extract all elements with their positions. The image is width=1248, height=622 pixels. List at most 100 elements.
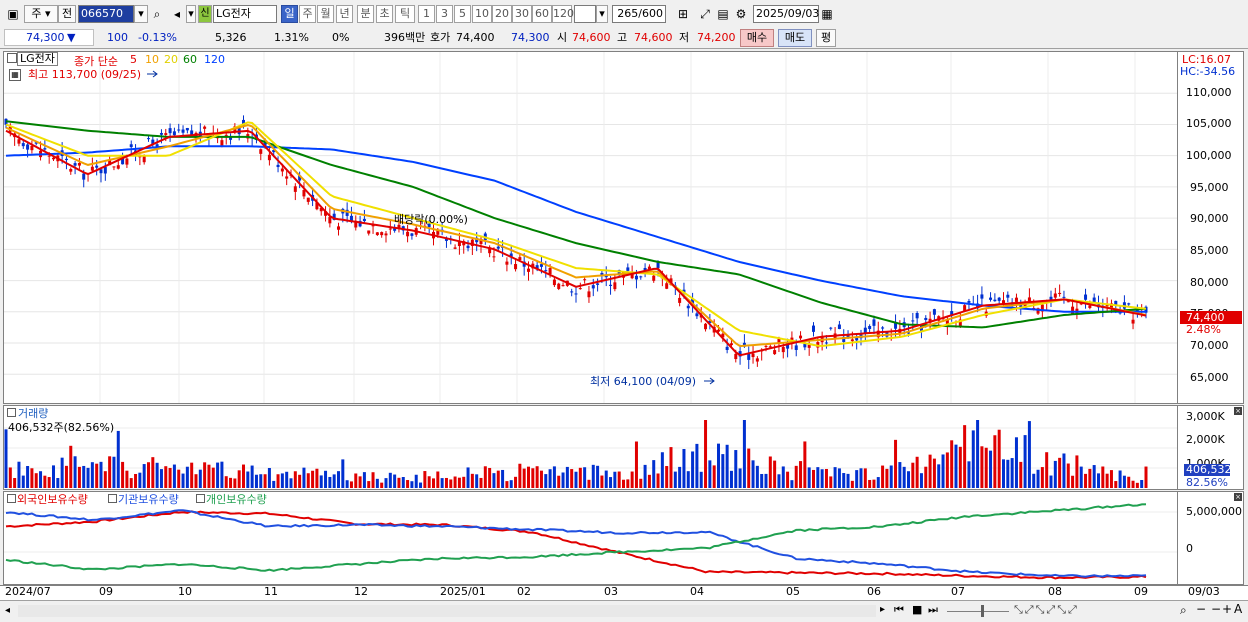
text-size-icon[interactable]: A xyxy=(1234,602,1243,616)
candle-body xyxy=(781,346,785,353)
plus-icon[interactable]: + xyxy=(1222,602,1233,616)
legend-stock-name[interactable]: LG전자 xyxy=(17,52,58,66)
volume-bar xyxy=(341,459,345,488)
candle-body xyxy=(332,213,336,220)
custom-period-input[interactable] xyxy=(574,5,596,23)
candle-body xyxy=(43,148,47,150)
scroll-track[interactable] xyxy=(18,605,876,617)
period-year[interactable]: 년 xyxy=(336,5,353,23)
high-note: 최고 113,700 (09/25) xyxy=(28,68,142,81)
candle-body xyxy=(492,256,496,258)
sell-button[interactable]: 매도 xyxy=(778,29,812,47)
buy-button[interactable]: 매수 xyxy=(740,29,774,47)
num-1[interactable]: 1 xyxy=(418,5,435,23)
candle-body xyxy=(90,166,94,171)
period-second[interactable]: 초 xyxy=(376,5,393,23)
volume-bar xyxy=(725,444,729,488)
volume-bar xyxy=(626,479,630,488)
volume-bar xyxy=(1006,459,1010,488)
volume-bar xyxy=(1131,480,1135,488)
gear-icon[interactable]: ⚙ xyxy=(735,7,747,21)
vol-tick-3000k: 3,000K xyxy=(1186,410,1225,423)
num-60[interactable]: 60 xyxy=(532,5,552,23)
volume-bar xyxy=(993,435,997,488)
stop-icon[interactable]: ■ xyxy=(912,603,923,616)
count-field[interactable]: 265/600 xyxy=(612,5,666,23)
speaker-dropdown[interactable]: ▾ xyxy=(186,5,196,23)
price-panel[interactable] xyxy=(3,51,1178,404)
scroll-left-icon[interactable]: ◂ xyxy=(5,605,11,616)
volume-bar xyxy=(1122,475,1126,488)
volume-panel[interactable] xyxy=(3,405,1178,490)
candle-body xyxy=(1036,308,1040,314)
num-30[interactable]: 30 xyxy=(512,5,532,23)
num-10[interactable]: 10 xyxy=(472,5,492,23)
volume-bar xyxy=(367,481,371,488)
low-price: 74,200 xyxy=(697,31,736,44)
num-20[interactable]: 20 xyxy=(492,5,512,23)
period-day[interactable]: 일 xyxy=(281,5,298,23)
volume-toggle-icon[interactable] xyxy=(7,408,16,417)
period-week[interactable]: 주 xyxy=(299,5,316,23)
num-120[interactable]: 120 xyxy=(552,5,574,23)
candle-body xyxy=(812,325,815,332)
volume-bar xyxy=(354,473,358,488)
zoom-icon[interactable]: ⌕ xyxy=(1180,603,1187,617)
volume-bar xyxy=(889,465,893,488)
volume-bar xyxy=(686,471,690,488)
volume-bar xyxy=(229,477,233,488)
volume-bar xyxy=(177,469,181,488)
calc-icon[interactable]: ▦ xyxy=(9,69,21,81)
volume-bar xyxy=(902,466,906,488)
minus-icon[interactable]: − xyxy=(1211,602,1222,616)
scroll-right-icon[interactable]: ▸ xyxy=(880,604,886,615)
holding-toggle-3[interactable] xyxy=(196,494,205,503)
volume-bar xyxy=(159,469,163,488)
tool-icons[interactable]: ⤡⤢⤡⤢⤡⤢ xyxy=(1014,603,1079,616)
ma-line-20 xyxy=(5,121,1147,347)
range-slider[interactable] xyxy=(947,605,1009,617)
candle-body xyxy=(384,233,388,236)
draw-tool-icon[interactable]: ⤢ xyxy=(700,7,710,21)
volume-bar xyxy=(531,468,535,488)
holding-panel[interactable] xyxy=(3,491,1178,585)
period-minute[interactable]: 분 xyxy=(357,5,374,23)
code-input[interactable]: 066570 xyxy=(78,5,134,23)
first-icon[interactable]: ⏮ xyxy=(894,603,904,616)
volume-close-icon[interactable]: × xyxy=(1234,407,1242,415)
crosshair-icon[interactable]: ⊞ xyxy=(677,7,689,21)
last-icon[interactable]: ⏭ xyxy=(928,603,938,616)
candle-body xyxy=(552,279,556,286)
period-tick[interactable]: 틱 xyxy=(395,5,415,23)
volume-bar xyxy=(30,468,34,488)
holding-toggle-2[interactable] xyxy=(108,494,117,503)
volume-bar xyxy=(285,471,289,488)
last-price-pct: 2.48% xyxy=(1186,323,1221,336)
calendar-icon[interactable]: ▦ xyxy=(821,7,833,21)
chart-window-icon[interactable]: ▣ xyxy=(7,7,19,21)
custom-period-dropdown[interactable]: ▾ xyxy=(596,5,608,23)
holding-close-icon[interactable]: × xyxy=(1234,493,1242,501)
type-select[interactable]: 전 xyxy=(58,5,76,23)
num-3[interactable]: 3 xyxy=(436,5,453,23)
volume-bar xyxy=(643,464,647,488)
date-field[interactable]: 2025/09/03 xyxy=(753,5,819,23)
candle-body xyxy=(803,342,807,348)
market-select[interactable]: 주 ▾ xyxy=(24,5,58,23)
zoom-out-icon[interactable]: − xyxy=(1196,602,1207,616)
search-icon[interactable]: ⌕ xyxy=(153,7,161,21)
candle-body xyxy=(82,173,86,180)
volume-bar xyxy=(691,451,695,488)
speaker-icon[interactable]: ◂ xyxy=(173,7,181,21)
holding-toggle-1[interactable] xyxy=(7,494,16,503)
quote-zero: 0% xyxy=(332,31,350,44)
volume-bar xyxy=(613,471,617,488)
eval-button[interactable]: 평 xyxy=(816,29,836,47)
num-5[interactable]: 5 xyxy=(454,5,471,23)
stock-name-field[interactable]: LG전자 xyxy=(213,5,277,23)
period-month[interactable]: 월 xyxy=(317,5,334,23)
legend-toggle-icon[interactable] xyxy=(7,53,17,63)
volume-bar xyxy=(168,467,172,488)
save-icon[interactable]: ▤ xyxy=(717,7,729,21)
code-dropdown[interactable]: ▾ xyxy=(134,5,148,23)
